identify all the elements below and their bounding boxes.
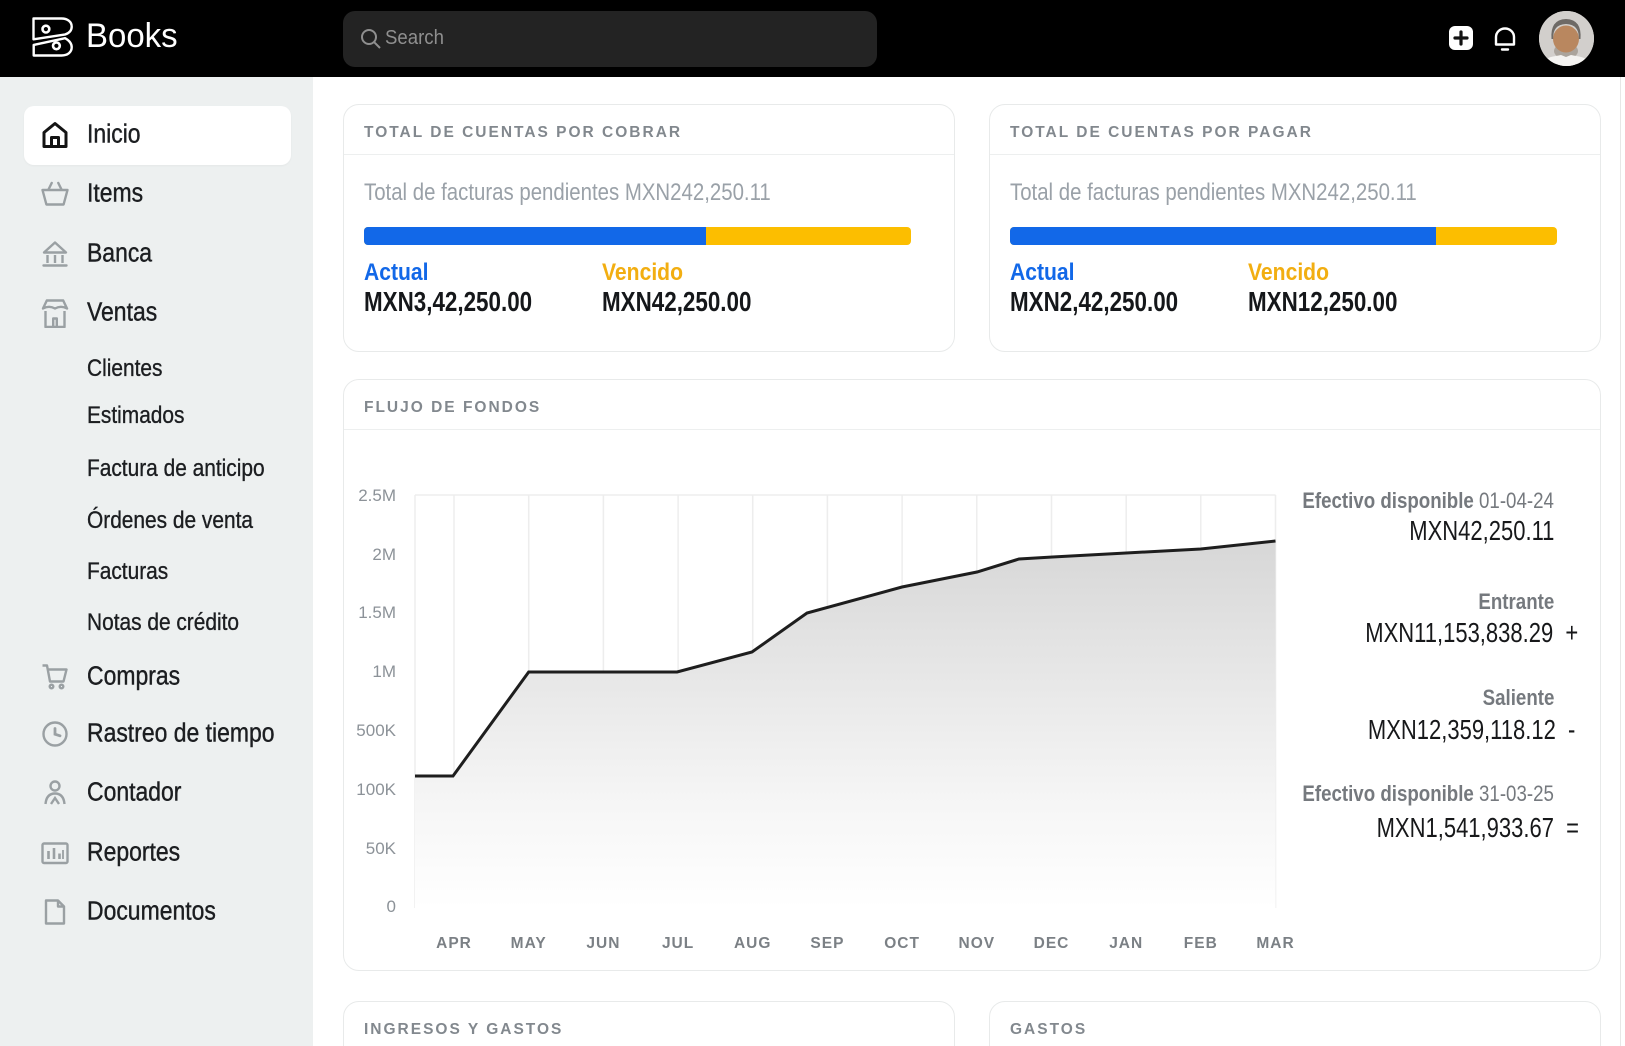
svg-text:JUL: JUL — [662, 935, 694, 952]
svg-text:MAR: MAR — [1256, 935, 1294, 952]
svg-text:NOV: NOV — [959, 935, 996, 952]
svg-text:FEB: FEB — [1184, 935, 1218, 952]
svg-text:500K: 500K — [356, 721, 396, 740]
svg-text:100K: 100K — [356, 780, 396, 799]
svg-text:OCT: OCT — [884, 935, 920, 952]
svg-text:SEP: SEP — [810, 935, 844, 952]
svg-text:MAY: MAY — [511, 935, 547, 952]
svg-text:2M: 2M — [372, 545, 396, 564]
svg-text:APR: APR — [436, 935, 472, 952]
svg-text:50K: 50K — [366, 839, 397, 858]
svg-text:DEC: DEC — [1034, 935, 1070, 952]
svg-text:1M: 1M — [372, 662, 396, 681]
svg-text:JUN: JUN — [586, 935, 620, 952]
svg-text:AUG: AUG — [734, 935, 771, 952]
svg-text:1.5M: 1.5M — [358, 603, 396, 622]
svg-text:JAN: JAN — [1109, 935, 1143, 952]
svg-text:0: 0 — [387, 897, 396, 916]
svg-text:2.5M: 2.5M — [358, 486, 396, 505]
